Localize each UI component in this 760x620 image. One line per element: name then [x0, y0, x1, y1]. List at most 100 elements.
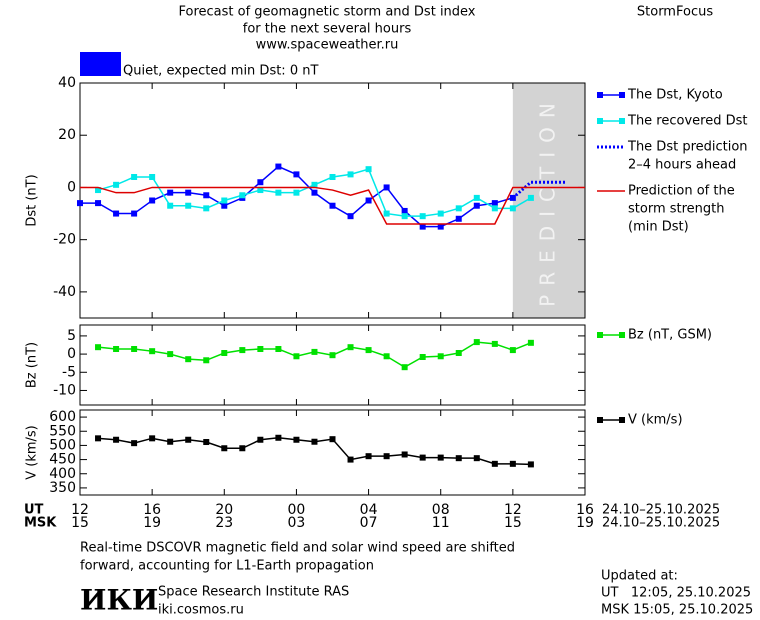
y-tick-label: 450 — [49, 452, 76, 468]
date-range: 24.10–25.10.2025 — [602, 516, 720, 531]
y-tick-label: 5 — [67, 328, 76, 344]
data-point — [419, 223, 426, 230]
title-line: for the next several hours — [243, 22, 412, 37]
data-point — [311, 438, 318, 445]
data-point — [185, 356, 192, 363]
data-point — [311, 189, 318, 196]
logo: ИКИ — [80, 584, 158, 617]
legend-marker — [619, 118, 625, 124]
data-point — [365, 347, 372, 354]
x-tick-label: 16 — [576, 502, 594, 518]
legend-marker — [619, 92, 625, 98]
y-tick-label: 20 — [58, 127, 76, 143]
y-tick-label: 500 — [49, 437, 76, 453]
y-tick-label: 550 — [49, 423, 76, 439]
data-point — [149, 435, 156, 442]
data-point — [401, 207, 408, 214]
data-point — [239, 445, 246, 452]
data-point — [185, 202, 192, 209]
data-point — [167, 189, 174, 196]
y-tick-label: 600 — [49, 409, 76, 425]
legend-label: storm strength — [628, 202, 725, 217]
data-point — [527, 194, 534, 201]
x2-axis-label: MSK — [24, 516, 57, 531]
data-point — [509, 347, 516, 354]
data-point — [95, 187, 102, 194]
data-point — [383, 453, 390, 460]
data-point — [257, 346, 264, 352]
legend-label: Prediction of the — [628, 184, 735, 199]
x2-tick-label: 15 — [504, 515, 522, 531]
legend-marker — [597, 118, 603, 124]
updated-line: Updated at: — [601, 569, 678, 584]
footer-note: Real-time DSCOVR magnetic field and sola… — [80, 541, 515, 556]
legend-label: Bz (nT, GSM) — [628, 328, 712, 343]
data-point — [473, 339, 480, 346]
data-point — [365, 453, 372, 460]
data-point — [455, 215, 462, 222]
y-tick-label: -20 — [53, 232, 76, 248]
data-point — [275, 163, 282, 170]
data-point — [437, 210, 444, 217]
x2-tick-label: 15 — [71, 515, 89, 531]
legend-marker — [597, 417, 603, 423]
data-point — [131, 174, 138, 180]
y-tick-label: 350 — [49, 480, 76, 496]
data-point — [473, 455, 480, 462]
legend-label: The recovered Dst — [627, 114, 747, 129]
data-point — [455, 350, 462, 356]
prediction-label: PREDICTION — [535, 94, 559, 307]
data-point — [401, 451, 408, 458]
x-axis-label: UT — [24, 503, 44, 518]
data-point — [131, 440, 138, 447]
data-point — [401, 213, 408, 220]
updated-line: UT 12:05, 25.10.2025 — [601, 586, 751, 601]
data-point — [383, 184, 390, 191]
y-tick-label: -5 — [62, 364, 76, 380]
data-point — [311, 181, 318, 188]
data-point — [491, 460, 498, 467]
data-point — [509, 460, 516, 467]
x-tick-label: 00 — [288, 502, 306, 518]
data-point — [293, 171, 300, 178]
data-point — [221, 197, 228, 204]
legend-label: V (km/s) — [628, 413, 683, 428]
data-point — [95, 435, 102, 442]
data-point — [347, 344, 354, 351]
x2-tick-label: 11 — [432, 515, 450, 531]
y-tick-label: 40 — [58, 75, 76, 91]
data-point — [293, 353, 300, 360]
data-point — [131, 346, 138, 352]
data-point — [203, 357, 210, 364]
data-point — [527, 461, 534, 468]
data-point — [293, 189, 300, 196]
data-point — [221, 202, 228, 209]
data-point — [383, 353, 390, 360]
data-point — [203, 439, 210, 446]
data-point — [113, 436, 120, 443]
data-point — [131, 210, 138, 217]
data-point — [527, 339, 534, 346]
legend-label: (min Dst) — [628, 220, 689, 235]
data-point — [203, 192, 210, 199]
data-point — [167, 438, 174, 445]
data-point — [149, 197, 156, 204]
data-point — [239, 192, 246, 199]
x2-tick-label: 19 — [576, 515, 594, 531]
x-tick-label: 16 — [143, 502, 161, 518]
data-point — [455, 205, 462, 212]
data-point — [365, 166, 372, 173]
data-point — [149, 348, 156, 355]
data-point — [257, 179, 264, 186]
data-point — [203, 205, 210, 212]
data-point — [329, 202, 336, 209]
data-point — [293, 436, 300, 443]
data-point — [95, 200, 102, 207]
legend-marker — [619, 417, 625, 423]
brand: StormFocus — [637, 5, 713, 20]
data-point — [419, 354, 426, 360]
data-point — [239, 347, 246, 354]
data-point — [311, 348, 318, 355]
legend-marker — [597, 332, 603, 338]
